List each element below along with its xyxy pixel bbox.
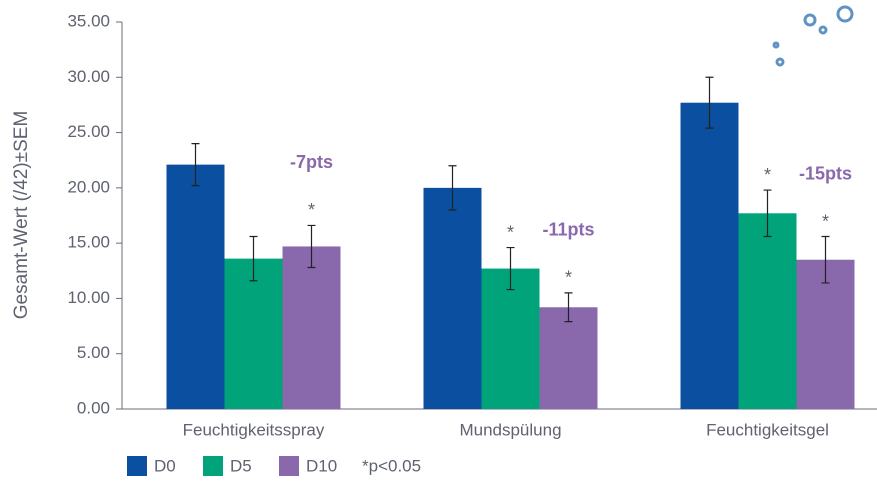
error-bar	[564, 292, 573, 323]
error-bar	[191, 143, 200, 187]
y-tick-label: 10.00	[67, 288, 110, 307]
bar	[423, 187, 482, 409]
significance: *	[308, 200, 315, 220]
annotation: -11pts	[542, 220, 594, 240]
legend-swatch	[127, 456, 147, 476]
x-tick-label: Mundspülung	[459, 420, 561, 439]
significance: *	[822, 211, 829, 231]
y-tick-label: 0.00	[77, 398, 110, 417]
legend-label: D5	[230, 456, 252, 475]
bar	[796, 259, 855, 409]
bar	[282, 246, 341, 409]
error-bar	[763, 189, 772, 238]
bar	[481, 268, 540, 409]
y-tick-label: 30.00	[67, 67, 110, 86]
y-axis-label: Gesamt-Wert (/42)±SEM	[11, 111, 32, 320]
significance: *	[764, 165, 771, 185]
y-tick-label: 5.00	[77, 343, 110, 362]
x-tick-label: Feuchtigkeitsgel	[706, 420, 829, 439]
decoration	[772, 5, 854, 67]
significance: *	[507, 222, 514, 242]
bar	[224, 258, 283, 409]
bar	[166, 164, 225, 409]
bar	[738, 213, 797, 409]
y-tick-label: 25.00	[67, 122, 110, 141]
error-bar	[307, 224, 316, 269]
legend-swatch	[279, 456, 299, 476]
bar	[680, 102, 739, 410]
error-bar	[705, 76, 714, 129]
error-bar	[821, 235, 830, 284]
legend-swatch	[203, 456, 223, 476]
y-tick-label: 35.00	[67, 11, 110, 30]
y-tick-label: 15.00	[67, 233, 110, 252]
legend-label: D10	[306, 456, 337, 475]
y-tick-label: 20.00	[67, 177, 110, 196]
error-bar	[249, 235, 258, 282]
error-bar	[448, 165, 457, 211]
x-tick-label: Feuchtigkeitsspray	[183, 420, 325, 439]
footnote: *p<0.05	[362, 456, 421, 475]
error-bar	[506, 246, 515, 291]
annotation: -7pts	[290, 152, 333, 172]
legend-label: D0	[154, 456, 176, 475]
annotation: -15pts	[799, 163, 852, 183]
bar	[539, 307, 598, 409]
significance: *	[565, 268, 572, 288]
